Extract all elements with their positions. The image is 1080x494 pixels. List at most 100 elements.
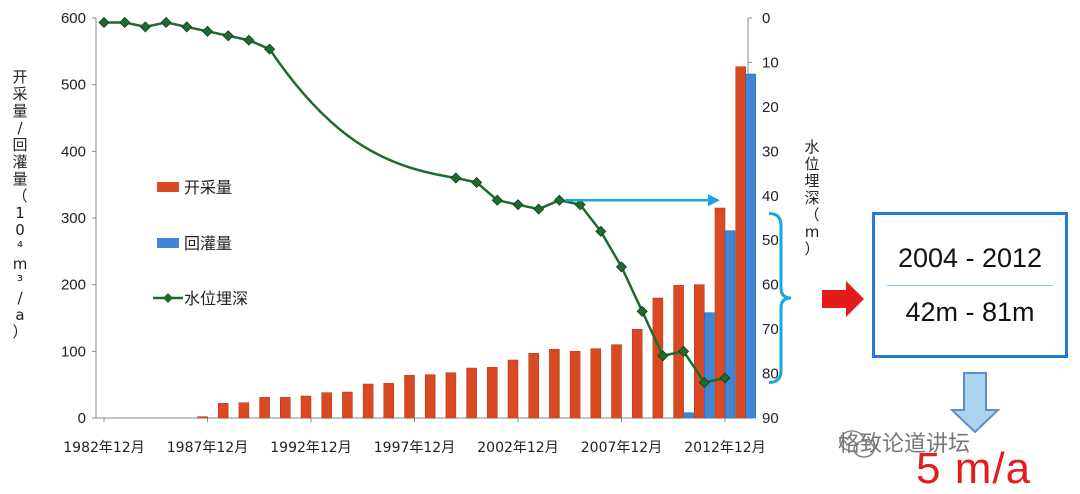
- bar-recharge: [724, 230, 736, 419]
- watermark-text: 格致论道讲坛: [838, 432, 971, 457]
- y-right-tick-label: 40: [762, 188, 779, 205]
- legend-swatch-recharge: [157, 238, 179, 248]
- bar-extraction: [217, 403, 229, 419]
- bar-extraction: [280, 397, 291, 419]
- water-depth-marker: [222, 30, 234, 42]
- bar-extraction: [714, 207, 726, 419]
- svg-text:回: 回: [12, 136, 27, 154]
- callout-separator: [887, 285, 1053, 286]
- bar-extraction: [362, 383, 374, 419]
- water-depth-marker: [553, 194, 565, 206]
- water-depth-marker: [595, 225, 607, 237]
- y-right-tick-label: 10: [762, 54, 779, 71]
- legend-label: 回灌量: [184, 234, 232, 253]
- y-left-tick-label: 600: [61, 10, 86, 27]
- svg-text:（: （: [804, 206, 819, 224]
- svg-text:开: 开: [12, 68, 27, 86]
- water-depth-marker: [160, 16, 172, 29]
- y-right-tick-label: 90: [762, 410, 779, 427]
- svg-text:0: 0: [15, 221, 25, 239]
- bar-extraction: [404, 375, 415, 419]
- x-tick-label: 1982年12月: [63, 440, 144, 456]
- x-tick-label: 2007年12月: [581, 440, 662, 456]
- callout-period: 2004 - 2012: [897, 243, 1043, 273]
- svg-text:（: （: [12, 187, 27, 205]
- bar-extraction: [238, 402, 250, 419]
- y-left-tick-label: 200: [61, 277, 86, 294]
- svg-text:/: /: [17, 289, 23, 307]
- water-depth-marker: [264, 43, 276, 55]
- y-right-tick-label: 50: [762, 232, 779, 249]
- water-depth-marker: [243, 34, 255, 46]
- svg-text:1: 1: [15, 204, 25, 222]
- y-left-tick-label: 0: [78, 410, 86, 427]
- y-left-tick-label: 500: [61, 77, 86, 94]
- y-left-tick-label: 100: [61, 343, 86, 360]
- down-arrow-icon: [949, 372, 1001, 434]
- water-depth-marker: [615, 261, 628, 273]
- svg-text:⁴: ⁴: [17, 238, 23, 256]
- water-depth-marker: [719, 372, 731, 384]
- water-depth-marker: [533, 203, 545, 215]
- water-depth-marker: [698, 376, 710, 389]
- water-depth-marker: [450, 172, 462, 184]
- svg-text:）: ）: [804, 240, 819, 258]
- bar-extraction: [735, 66, 746, 419]
- y-right-tick-label: 0: [762, 10, 770, 27]
- svg-text:深: 深: [804, 189, 819, 207]
- svg-text:a: a: [15, 306, 24, 324]
- y-right-tick-label: 30: [762, 143, 779, 160]
- bar-extraction: [197, 416, 208, 419]
- svg-text:位: 位: [804, 155, 819, 173]
- wechat-logo-icon: [839, 430, 875, 458]
- depth-range-brace: [768, 212, 792, 384]
- y-right-tick-label: 60: [762, 277, 779, 294]
- svg-text:埋: 埋: [804, 172, 819, 190]
- svg-text:灌: 灌: [12, 153, 27, 171]
- bar-extraction: [549, 349, 560, 419]
- svg-text:采: 采: [12, 85, 27, 103]
- bar-extraction: [445, 372, 457, 419]
- legend-swatch-extraction: [157, 182, 179, 192]
- svg-text:³: ³: [17, 272, 23, 290]
- bar-extraction: [694, 284, 705, 419]
- legend-swatch-depth-marker: [163, 293, 173, 303]
- bar-extraction: [507, 359, 519, 419]
- x-tick-label: 2002年12月: [477, 440, 558, 456]
- red-arrow-icon: [822, 281, 864, 317]
- y-right-tick-label: 80: [762, 366, 779, 383]
- bar-extraction: [321, 392, 332, 419]
- bar-extraction: [300, 395, 312, 419]
- water-depth-marker: [678, 345, 690, 357]
- bar-extraction: [487, 367, 498, 419]
- bar-extraction: [528, 353, 539, 419]
- bar-extraction: [611, 344, 622, 419]
- bar-extraction: [569, 351, 581, 419]
- y-left-tick-label: 400: [61, 143, 86, 160]
- svg-text:水: 水: [804, 138, 819, 156]
- bar-recharge: [683, 412, 694, 419]
- bar-recharge: [745, 73, 756, 419]
- x-tick-label: 1997年12月: [374, 440, 455, 456]
- water-depth-marker: [181, 21, 193, 33]
- x-tick-label: 1992年12月: [270, 440, 351, 456]
- svg-text:）: ）: [12, 323, 27, 341]
- svg-text:m: m: [13, 255, 28, 273]
- water-depth-marker: [201, 25, 214, 37]
- water-depth-marker: [657, 350, 669, 362]
- callout-box: 2004 - 2012 42m - 81m: [872, 212, 1068, 358]
- svg-text:/: /: [17, 119, 23, 137]
- water-depth-marker: [119, 16, 131, 29]
- bar-extraction: [383, 383, 395, 419]
- y-right-tick-label: 70: [762, 321, 779, 338]
- decline-rate: 5 m/a: [916, 444, 1032, 493]
- y-left-tick-label: 300: [61, 210, 86, 227]
- x-tick-label: 1987年12月: [167, 440, 248, 456]
- svg-text:量: 量: [12, 102, 27, 120]
- water-depth-marker: [471, 176, 483, 189]
- bar-extraction: [466, 367, 477, 419]
- svg-text:量: 量: [12, 170, 27, 188]
- water-depth-line: [104, 21, 726, 384]
